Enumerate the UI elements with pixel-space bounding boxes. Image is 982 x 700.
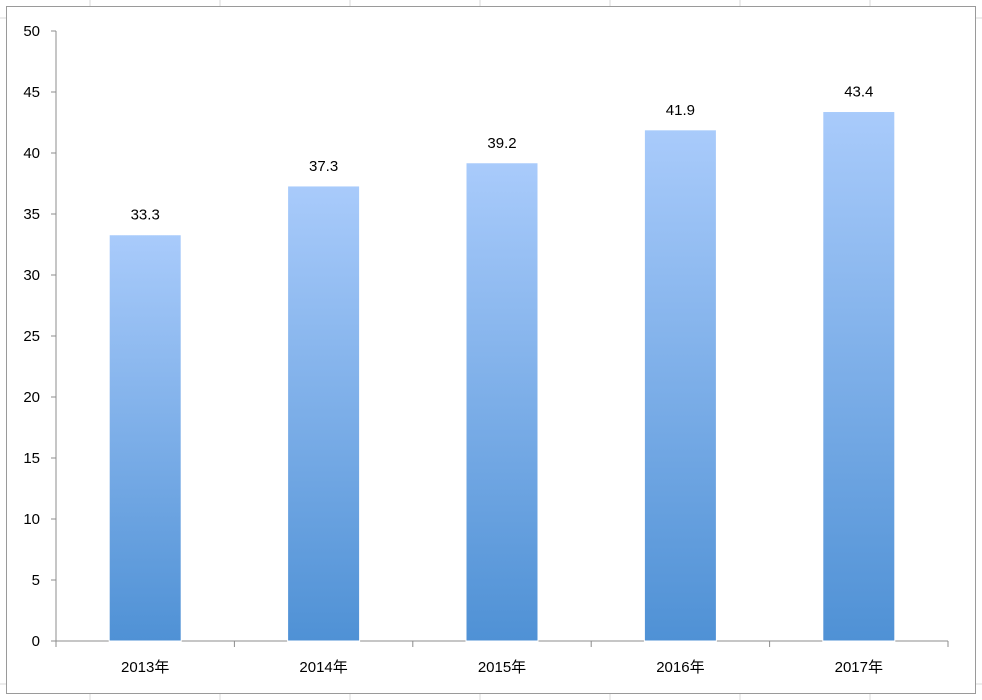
y-tick-label: 40	[23, 145, 40, 162]
bars	[108, 111, 896, 642]
x-tick-label: 2015年	[478, 659, 526, 676]
bar	[287, 185, 361, 642]
y-tick-label: 50	[23, 23, 40, 40]
y-tick-label: 25	[23, 328, 40, 345]
y-tick-label: 0	[32, 633, 40, 650]
bar	[108, 234, 182, 642]
data-labels: 33.3 37.3 39.2 41.9 43.4	[131, 84, 874, 224]
y-tick-label: 45	[23, 84, 40, 101]
x-tick-label: 2017年	[835, 659, 883, 676]
y-tick-label: 30	[23, 267, 40, 284]
x-tick-label: 2013年	[121, 659, 169, 676]
x-tick-label: 2016年	[656, 659, 704, 676]
y-tick-label: 15	[23, 450, 40, 467]
data-label: 43.4	[844, 84, 873, 101]
bar	[465, 162, 539, 642]
y-tick-label: 5	[32, 572, 40, 589]
data-label: 33.3	[131, 207, 160, 224]
data-label: 41.9	[666, 102, 695, 119]
x-axis: 2013年 2014年 2015年 2016年 2017年	[55, 640, 949, 676]
y-axis: 0 5 10 15 20 25 30 35 40 45 50	[23, 23, 57, 650]
y-tick-label: 20	[23, 389, 40, 406]
y-tick-label: 35	[23, 206, 40, 223]
data-label: 37.3	[309, 158, 338, 175]
bar	[643, 129, 717, 642]
data-label: 39.2	[487, 135, 516, 152]
x-tick-label: 2014年	[299, 659, 347, 676]
bar	[822, 111, 896, 642]
y-tick-label: 10	[23, 511, 40, 528]
